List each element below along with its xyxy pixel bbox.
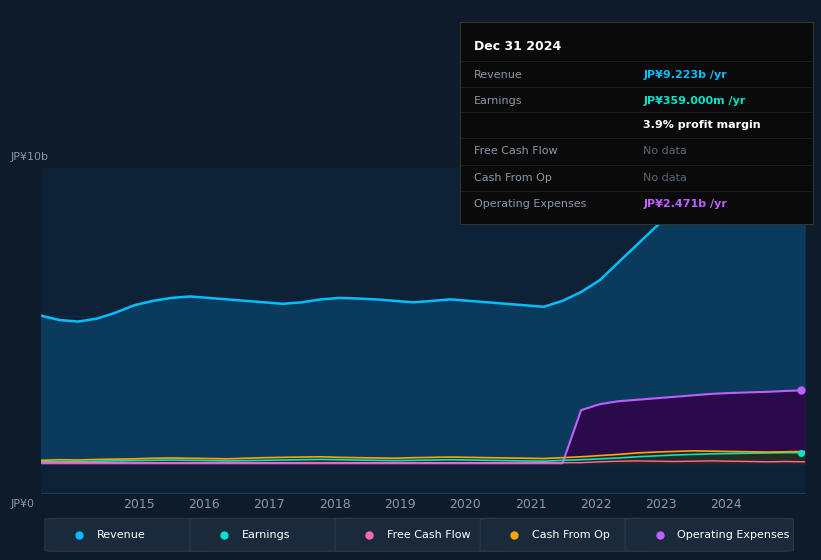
FancyBboxPatch shape <box>190 519 358 551</box>
Text: Operating Expenses: Operating Expenses <box>677 530 790 540</box>
FancyBboxPatch shape <box>335 519 503 551</box>
Text: Dec 31 2024: Dec 31 2024 <box>474 40 561 53</box>
Text: Free Cash Flow: Free Cash Flow <box>387 530 470 540</box>
Text: Earnings: Earnings <box>242 530 291 540</box>
Text: Operating Expenses: Operating Expenses <box>474 199 586 209</box>
Text: JP¥0: JP¥0 <box>11 500 34 509</box>
Text: Revenue: Revenue <box>97 530 145 540</box>
Text: 3.9% profit margin: 3.9% profit margin <box>644 120 761 130</box>
FancyBboxPatch shape <box>45 519 213 551</box>
Text: Revenue: Revenue <box>474 70 523 80</box>
Text: No data: No data <box>644 172 687 183</box>
Text: JP¥2.471b /yr: JP¥2.471b /yr <box>644 199 727 209</box>
Text: No data: No data <box>644 146 687 156</box>
Text: Cash From Op: Cash From Op <box>474 172 552 183</box>
FancyBboxPatch shape <box>480 519 649 551</box>
Text: JP¥9.223b /yr: JP¥9.223b /yr <box>644 70 727 80</box>
Text: JP¥10b: JP¥10b <box>11 152 48 161</box>
Text: Cash From Op: Cash From Op <box>532 530 610 540</box>
Text: Earnings: Earnings <box>474 96 522 106</box>
Text: Free Cash Flow: Free Cash Flow <box>474 146 557 156</box>
Text: JP¥359.000m /yr: JP¥359.000m /yr <box>644 96 745 106</box>
FancyBboxPatch shape <box>625 519 794 551</box>
